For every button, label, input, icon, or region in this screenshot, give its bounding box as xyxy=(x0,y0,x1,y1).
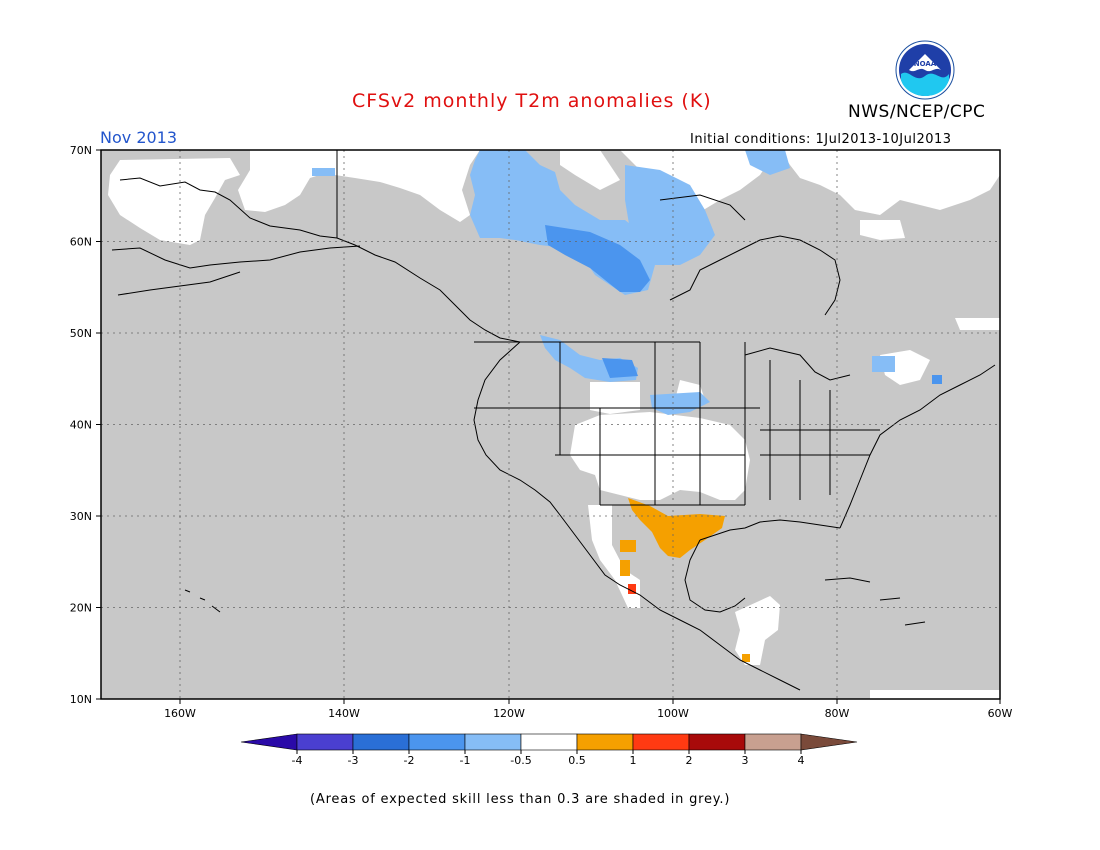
lon-label: 60W xyxy=(988,707,1013,720)
colorbar-tick-label: -1 xyxy=(460,754,471,767)
colorbar-swatch xyxy=(576,733,634,751)
colorbar-swatch xyxy=(296,733,354,751)
colorbar-swatch xyxy=(688,733,746,751)
colorbar-swatch xyxy=(352,733,410,751)
coastlines-and-borders xyxy=(111,150,996,691)
lat-label: 50N xyxy=(70,327,92,340)
colorbar-tick-label: -0.5 xyxy=(510,754,531,767)
lon-label: 140W xyxy=(328,707,360,720)
colorbar: -4 -3 -2 -1 -0.5 0.5 1 2 3 4 xyxy=(240,733,858,767)
axis-ticks xyxy=(96,149,1001,704)
lat-label: 20N xyxy=(70,602,92,615)
neutral-anomaly-regions xyxy=(108,150,1000,699)
lon-label: 160W xyxy=(164,707,196,720)
agency-label: NWS/NCEP/CPC xyxy=(848,102,986,122)
lon-label: 80W xyxy=(825,707,850,720)
colorbar-tick-label: 0.5 xyxy=(568,754,586,767)
colorbar-swatch xyxy=(520,733,578,751)
colorbar-tick-label: 1 xyxy=(630,754,637,767)
footnote: (Areas of expected skill less than 0.3 a… xyxy=(310,792,731,807)
colorbar-min-arrow xyxy=(240,733,298,751)
initial-conditions: Initial conditions: 1Jul2013-10Jul2013 xyxy=(690,132,952,147)
cool-anomaly-regions xyxy=(312,150,942,415)
lat-label: 10N xyxy=(70,693,92,706)
lon-label: 100W xyxy=(657,707,689,720)
lat-label: 60N xyxy=(70,236,92,249)
latitude-labels: 70N 60N 50N 40N 30N 20N 10N xyxy=(70,144,92,706)
colorbar-tick-label: 3 xyxy=(742,754,749,767)
colorbar-swatch xyxy=(632,733,690,751)
colorbar-tick-label: -3 xyxy=(348,754,359,767)
map-title: CFSv2 monthly T2m anomalies (K) xyxy=(352,90,712,112)
longitude-labels: 160W 140W 120W 100W 80W 60W xyxy=(164,707,1012,720)
lat-label: 40N xyxy=(70,419,92,432)
colorbar-swatch xyxy=(408,733,466,751)
colorbar-max-arrow xyxy=(800,733,858,751)
colorbar-tick-label: 2 xyxy=(686,754,693,767)
colorbar-swatch xyxy=(464,733,522,751)
lat-label: 30N xyxy=(70,510,92,523)
graticule xyxy=(101,150,1000,699)
forecast-month: Nov 2013 xyxy=(100,128,178,147)
colorbar-swatch xyxy=(744,733,802,751)
lat-label: 70N xyxy=(70,144,92,157)
noaa-logo: NOAA xyxy=(895,40,955,100)
colorbar-tick-label: -4 xyxy=(292,754,303,767)
colorbar-tick-label: -2 xyxy=(404,754,415,767)
lon-label: 120W xyxy=(493,707,525,720)
warm-anomaly-regions xyxy=(620,498,750,662)
colorbar-tick-label: 4 xyxy=(798,754,805,767)
logo-lettering: NOAA xyxy=(914,60,937,68)
